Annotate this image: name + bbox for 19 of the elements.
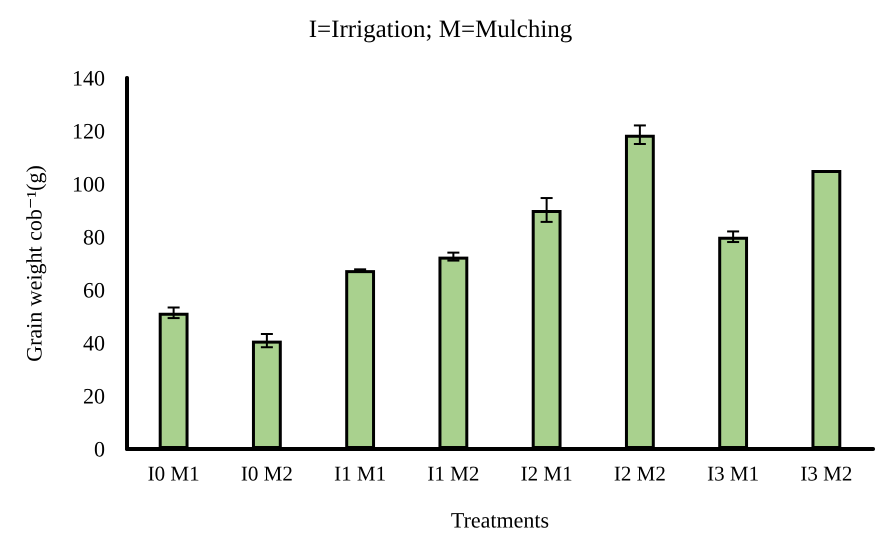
- y-tick-label: 40: [83, 330, 105, 356]
- y-tick-label: 100: [72, 172, 105, 196]
- x-axis-title: Treatments: [450, 508, 550, 532]
- y-tick-label: 20: [83, 384, 105, 408]
- y-tick-label: 140: [72, 66, 105, 90]
- y-tick-label: 120: [72, 118, 105, 144]
- chart-title: I=Irrigation; M=Mulching: [308, 16, 573, 43]
- x-tick-label: I3 M2: [800, 462, 852, 486]
- x-tick-label: I0 M1: [148, 462, 200, 486]
- y-tick-label: 80: [83, 224, 105, 250]
- y-axis-title: Grain weight cob⁻¹(g): [22, 165, 46, 362]
- x-tick-label: I2 M1: [520, 462, 573, 486]
- y-tick-label: 60: [83, 278, 105, 302]
- x-tick-label: I3 M1: [707, 462, 760, 486]
- y-tick-label: 0: [94, 436, 105, 462]
- x-tick-label: I1 M1: [334, 462, 386, 486]
- x-tick-label: I0 M2: [240, 462, 293, 486]
- x-tick-label: I2 M2: [614, 462, 666, 486]
- x-tick-label: I1 M2: [427, 462, 480, 486]
